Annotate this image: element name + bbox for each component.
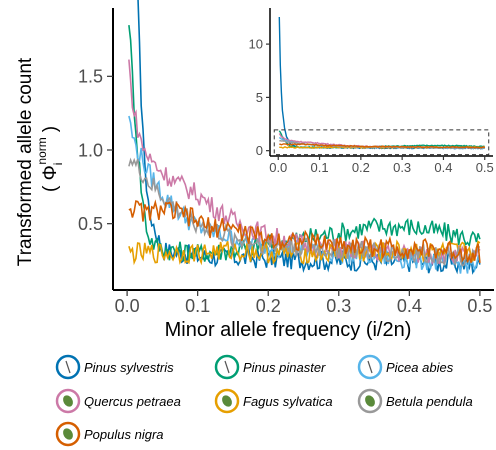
inset-x-tick-label: 0.1 <box>311 160 329 175</box>
inset-series-populus-nigra <box>279 143 486 149</box>
beech-leaf-icon <box>222 395 232 407</box>
legend-item-quercus-petraea: Quercus petraea <box>55 388 181 414</box>
legend-label: Fagus sylvatica <box>243 394 333 409</box>
inset-plot: 0.0 0.1 0.2 0.3 0.4 0.5 0 5 10 <box>249 8 494 175</box>
main-x-tick-label: 0.2 <box>256 296 281 316</box>
inset-x-tick-label: 0.5 <box>476 160 494 175</box>
main-x-tick-label: 0.4 <box>397 296 422 316</box>
spruce-twig-icon <box>367 360 373 374</box>
legend-item-picea-abies: Picea abies <box>357 354 454 380</box>
legend-label: Populus nigra <box>84 427 164 442</box>
main-x-tick-label: 0.0 <box>115 296 140 316</box>
inset-series-pinus-sylvestris <box>278 16 485 150</box>
inset-y-tick-label: 5 <box>256 90 263 105</box>
legend-label: Pinus pinaster <box>243 360 326 375</box>
y-axis-sup: norm <box>35 137 49 164</box>
axis-titles: Minor allele frequency (i/2n) Transforme… <box>15 57 411 341</box>
inset-series-pinus-pinaster <box>278 130 485 149</box>
main-y-tick-label: 0.5 <box>78 214 103 234</box>
y-axis-close: ) <box>40 126 61 132</box>
legend-item-pinus-pinaster: Pinus pinaster <box>214 354 326 380</box>
pine-twig-icon <box>65 360 71 374</box>
y-axis-title-line1: Transformed allele count <box>15 57 36 266</box>
inset-y-tick-label: 0 <box>256 143 263 158</box>
x-axis-title: Minor allele frequency (i/2n) <box>165 319 412 341</box>
y-axis-sub: i <box>51 163 65 166</box>
inset-x-tick-label: 0.2 <box>352 160 370 175</box>
legend-item-fagus-sylvatica: Fagus sylvatica <box>214 388 333 414</box>
poplar-leaf-icon <box>63 428 73 440</box>
main-plot: 0.0 0.1 0.2 0.3 0.4 0.5 0.5 1.0 1.5 <box>78 0 494 316</box>
pine-twig-icon <box>224 360 230 374</box>
main-y-tick-label: 1.5 <box>78 67 103 87</box>
inset-x-tick-label: 0.0 <box>269 160 287 175</box>
y-axis-title: Transformed allele count <box>15 57 36 266</box>
oak-leaf-icon <box>63 395 73 407</box>
main-series-quercus-petraea <box>128 59 481 266</box>
inset-y-tick-label: 10 <box>249 37 263 52</box>
legend-item-pinus-sylvestris: Pinus sylvestris <box>55 354 174 380</box>
main-series-populus-nigra <box>128 199 481 263</box>
legend: Pinus sylvestris Pinus pinaster Picea abie… <box>55 354 473 447</box>
inset-x-tick-label: 0.4 <box>434 160 452 175</box>
birch-leaf-icon <box>365 395 375 407</box>
main-x-tick-label: 0.1 <box>185 296 210 316</box>
legend-label: Quercus petraea <box>84 394 181 409</box>
inset-zoom-box <box>273 129 490 156</box>
svg-text:( Φinorm): ( Φinorm) <box>35 126 65 192</box>
legend-item-betula-pendula: Betula pendula <box>357 388 473 414</box>
legend-item-populus-nigra: Populus nigra <box>55 421 164 447</box>
main-y-tick-label: 1.0 <box>78 140 103 160</box>
legend-label: Betula pendula <box>386 394 473 409</box>
y-axis-title-symbol: ( Φinorm) <box>35 126 65 192</box>
legend-label: Picea abies <box>386 360 454 375</box>
legend-label: Pinus sylvestris <box>84 360 174 375</box>
y-axis-phi: ( Φ <box>40 165 61 192</box>
inset-x-tick-label: 0.3 <box>393 160 411 175</box>
main-x-tick-label: 0.5 <box>467 296 492 316</box>
main-x-tick-label: 0.3 <box>326 296 351 316</box>
